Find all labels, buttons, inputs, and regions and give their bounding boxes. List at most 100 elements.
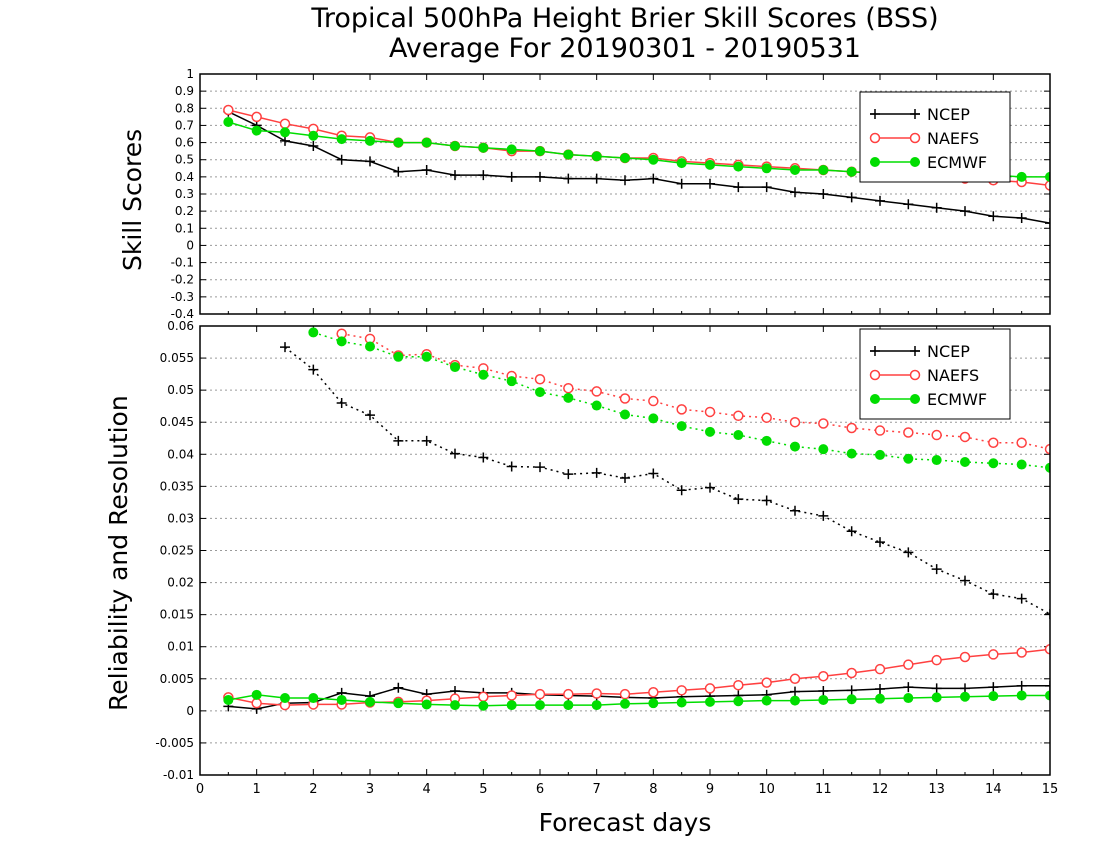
data-point-naefs-reliability [761,677,772,688]
data-point-ecmwf-resolution [535,387,545,398]
data-point-ecmwf [705,159,715,170]
data-point-naefs-resolution [903,427,914,438]
x-tick-label: 3 [366,782,374,797]
y-tick-label: 0.06 [167,319,194,333]
series-line-ncep-resolution [284,346,1050,615]
data-point-naefs-reliability [988,649,999,660]
data-point-naefs-reliability [874,663,886,675]
data-point-ncep-resolution [591,467,602,478]
data-point-naefs-reliability [534,688,546,700]
y-tick-label: 0.055 [160,351,194,365]
data-point-ncep-resolution [875,537,885,548]
data-point-ecmwf [563,149,574,160]
data-point-ncep-resolution [1016,593,1027,604]
data-point-ncep-reliability [1016,680,1027,691]
plot-frame [199,325,1051,776]
data-point-ecmwf-resolution [478,369,489,380]
data-point-naefs-reliability [704,683,716,694]
data-point-naefs-resolution [648,395,659,407]
data-point-ecmwf-reliability [308,693,319,704]
data-point-ncep-resolution [563,469,574,480]
data-point-ecmwf-resolution [705,426,715,437]
y-tick-label: 0.4 [175,170,194,184]
data-point-naefs [1044,180,1050,191]
data-point-ecmwf-reliability [818,694,829,705]
legend-box [859,328,1011,420]
data-point-ecmwf [790,165,800,175]
data-point-ncep [846,192,857,203]
legend-bottom: NCEP NAEFS ECMWF [859,328,1011,420]
data-point-ncep [733,182,744,193]
data-point-ecmwf [308,130,319,141]
y-tick-label: 0.035 [160,479,194,493]
data-point-ecmwf [393,137,404,148]
data-point-ncep [648,173,659,184]
data-point-ecmwf-reliability [761,695,772,706]
data-point-ncep-resolution [846,526,857,537]
data-point-ncep-resolution [308,364,319,375]
data-point-ncep [931,202,942,213]
data-point-naefs-reliability [818,670,829,682]
data-point-ncep [591,173,602,184]
data-point-ncep-resolution [280,342,290,353]
data-point-ncep-resolution [818,510,829,521]
x-tick-label: 4 [423,782,431,797]
y-tick-label: 0.1 [175,221,194,235]
data-point-ncep-resolution [620,473,630,484]
data-point-naefs-resolution [676,404,687,415]
data-point-ncep-resolution [393,435,404,446]
data-point-ncep [336,154,347,165]
x-tick-label: 0 [196,782,204,797]
y-tick-label: 0.6 [175,136,194,150]
data-point-naefs-reliability [931,654,942,666]
legend-marker-ecmwf [870,394,880,404]
data-point-ecmwf-reliability [1045,690,1050,701]
data-point-naefs-resolution [733,410,744,422]
data-point-naefs-resolution [874,425,886,436]
data-point-ncep [1045,218,1050,229]
legend-marker-ncep [910,346,920,356]
data-point-ecmwf-reliability [960,691,970,702]
data-point-naefs-resolution [818,418,829,429]
chart-subtitle: Average For 20190301 - 20190531 [389,33,861,64]
series-group [223,327,1050,714]
data-point-ecmwf [676,158,687,169]
x-tick-label: 5 [479,782,487,797]
data-point-ncep [676,178,687,189]
legend-marker-naefs [909,369,921,381]
data-point-naefs-reliability [251,697,262,709]
y-tick-label: -0.2 [171,273,194,287]
data-point-ncep-reliability [1045,680,1050,691]
data-point-ecmwf-reliability [591,700,602,711]
data-point-naefs-resolution [789,416,801,428]
data-point-ecmwf [761,163,772,174]
data-point-ecmwf [591,151,602,162]
x-tick-label: 12 [872,782,889,797]
x-tick-label: 9 [706,782,714,797]
data-point-ecmwf-reliability [1016,690,1027,701]
data-point-ncep [875,195,885,206]
series-line-ecmwf-resolution [313,331,1050,469]
data-point-ecmwf-reliability [988,691,999,702]
data-point-ecmwf-reliability [931,692,942,703]
data-point-ecmwf [506,144,517,155]
data-point-ncep-resolution [478,452,489,463]
data-point-ecmwf-resolution [761,435,772,446]
data-point-ncep-resolution [1045,609,1050,620]
data-point-ncep [506,171,517,182]
data-point-naefs-reliability [959,651,971,663]
y-tick-label: 0.7 [175,118,194,132]
data-point-ncep-resolution [365,410,375,421]
series-group [223,104,1050,229]
y-tick-label: 0.03 [167,511,194,525]
y-tick-label: 0.045 [160,415,194,429]
data-point-ecmwf-reliability [450,700,460,711]
y-tick-label: 0.2 [175,204,194,218]
data-point-ncep [960,206,970,217]
data-point-ncep-resolution [705,482,715,493]
data-point-ncep-reliability [790,686,800,697]
y-tick-label: 0.04 [167,447,194,461]
data-point-ncep-resolution [535,462,545,473]
data-point-naefs-resolution [959,431,971,443]
data-point-ecmwf [280,127,290,138]
